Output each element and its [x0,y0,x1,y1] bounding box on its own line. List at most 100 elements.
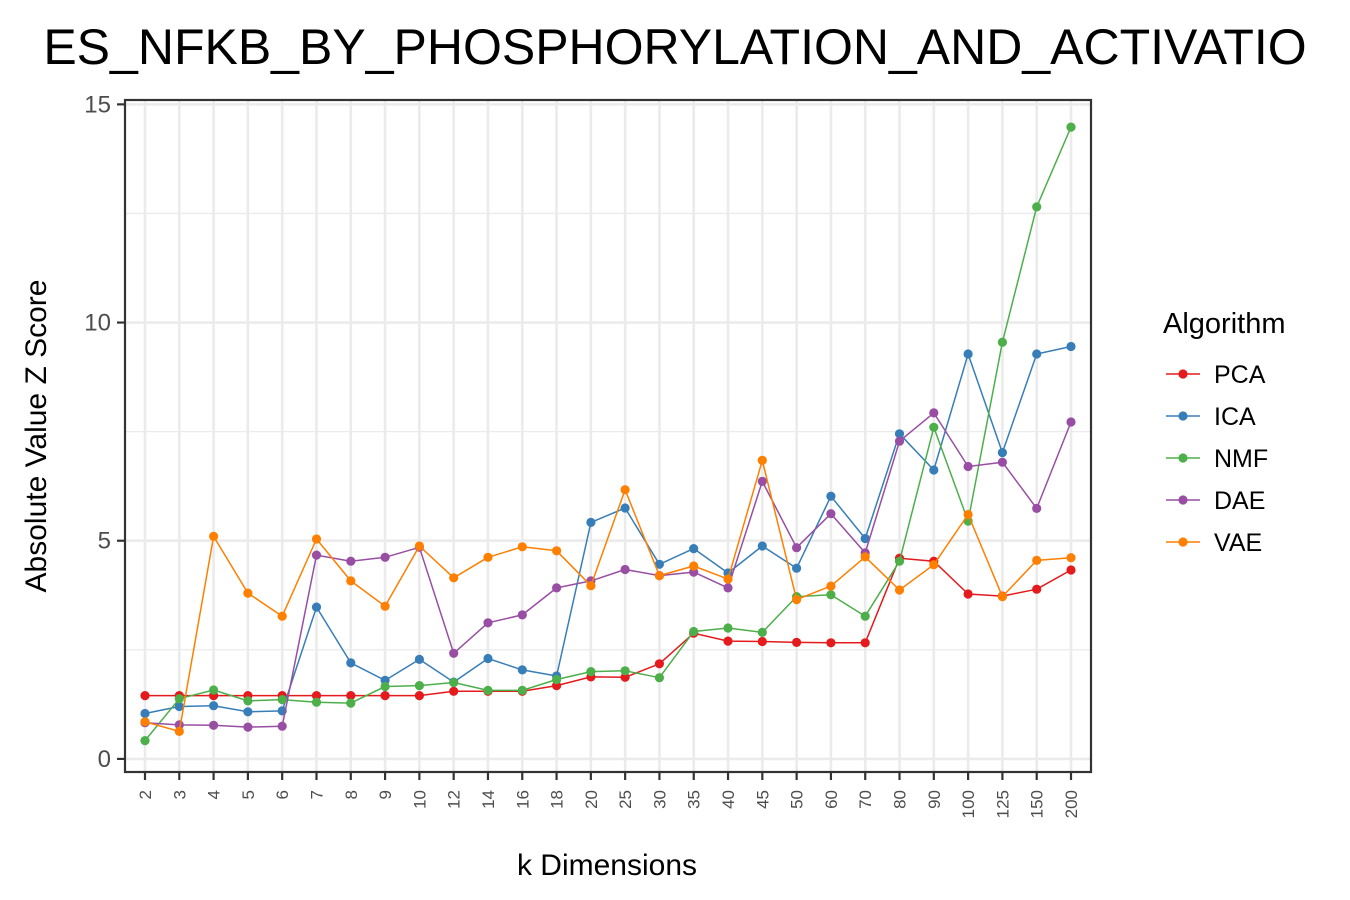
data-point [380,552,390,562]
legend-item-pca: PCA [1166,361,1266,389]
legend-label: ICA [1214,403,1256,431]
legend-title: Algorithm [1163,308,1286,340]
data-point [963,461,973,472]
data-point [1032,584,1042,594]
data-point [174,726,184,737]
data-point [483,653,493,664]
series-line-nmf [144,126,1072,742]
data-point [792,543,802,553]
x-tick-label: 25 [616,790,635,809]
x-tick-label: 60 [822,790,841,809]
x-axis-title: k Dimensions [517,849,697,882]
data-point [586,667,596,677]
data-point [552,546,562,556]
plot-panel [123,98,1093,774]
data-point [414,681,424,691]
data-point [860,611,870,621]
data-point [654,571,665,581]
x-tick-label: 125 [993,790,1012,818]
data-point [757,627,767,638]
series-vae [140,455,1076,737]
grid-lines [125,100,1091,772]
data-point [346,576,356,586]
x-tick-label: 9 [376,790,395,799]
data-point [277,695,287,705]
series-line-pca [145,557,1072,697]
x-tick-label: 6 [273,790,292,799]
data-point [894,436,905,446]
legend-label: PCA [1214,361,1266,389]
data-point [243,707,253,717]
legend-marker [1178,369,1188,379]
data-point [1066,341,1076,352]
data-point [517,610,527,620]
data-point [311,534,322,544]
data-point [654,673,665,683]
series-nmf [140,122,1076,746]
data-point [380,601,390,611]
x-tick-label: 12 [445,790,464,809]
data-point [620,485,630,495]
series-line-ica [144,345,1072,715]
data-point [449,573,459,583]
chart-title: ES_NFKB_BY_PHOSPHORYLATION_AND_ACTIVATIO [43,19,1306,75]
x-tick-label: 90 [925,790,944,809]
data-point [929,465,939,475]
y-tick-label: 5 [98,528,111,555]
x-tick-label: 8 [342,790,361,799]
data-point [894,556,905,566]
x-tick-label: 16 [513,790,532,809]
data-point [929,560,939,570]
x-tick-label: 40 [719,790,738,809]
x-tick-label: 200 [1062,790,1081,818]
data-point [860,552,870,562]
data-point [174,694,184,704]
x-tick-label: 70 [856,790,875,809]
data-point [346,556,356,566]
x-tick-label: 100 [959,790,978,818]
data-point [586,517,596,528]
data-point [620,564,630,575]
x-tick-label: 3 [170,790,189,799]
data-point [380,681,390,692]
data-point [140,708,150,719]
data-point [414,541,424,551]
data-point [963,509,973,520]
data-point [620,503,630,513]
x-tick-label: 35 [685,790,704,809]
data-point [449,686,459,696]
data-point [346,691,356,701]
x-tick-label: 30 [650,790,669,809]
data-point [449,677,459,688]
legend-item-vae: VAE [1166,529,1262,557]
data-point [140,691,150,701]
x-tick-label: 45 [753,790,772,809]
data-point [483,618,493,628]
data-point [997,448,1008,458]
data-point [1032,349,1042,359]
x-tick-label: 18 [548,790,567,809]
data-point [963,349,973,359]
data-point [963,589,973,599]
data-point [757,455,767,465]
x-tick-label: 14 [479,790,498,809]
data-point [620,672,630,682]
data-point [346,658,356,668]
data-point [243,722,253,732]
data-point [517,665,527,675]
x-tick-label: 5 [239,790,258,799]
data-point [1032,555,1042,566]
data-point [346,698,356,708]
legend-item-ica: ICA [1166,403,1256,431]
data-point [1032,202,1042,212]
data-point [792,595,802,605]
data-point [209,701,219,711]
data-point [757,541,767,551]
data-point [826,590,836,600]
data-point [1032,503,1042,513]
data-point [552,674,562,685]
data-point [277,721,287,731]
data-point [414,691,424,701]
